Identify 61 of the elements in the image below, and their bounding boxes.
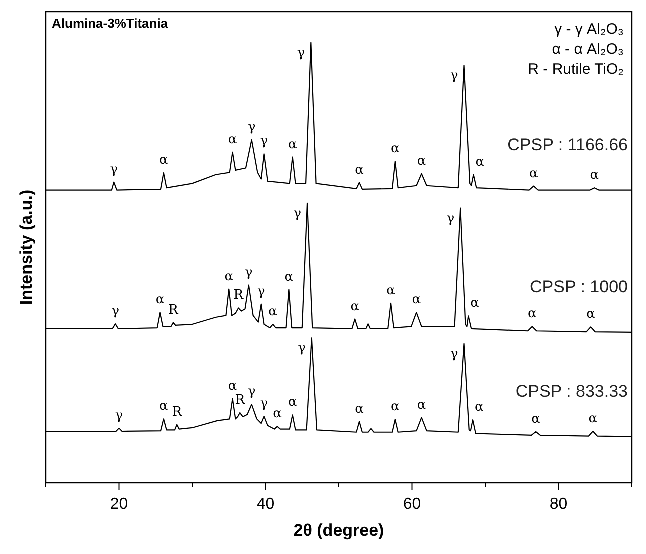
annotation: α (588, 412, 598, 426)
annotation: R (172, 404, 184, 420)
x-tick-label: 80 (550, 496, 568, 513)
annotation: α (160, 153, 169, 168)
x-tick-label: 60 (403, 496, 422, 513)
x-axis-title: 2θ (degree) (294, 521, 384, 540)
annotation: α (417, 154, 426, 169)
x-tick-label: 20 (110, 496, 128, 513)
annotation: α (160, 399, 169, 414)
annotation: α (586, 307, 596, 322)
annotation: α (470, 296, 480, 312)
text: γ - γ Al₂O₃ (554, 21, 624, 38)
annotation: α (273, 406, 282, 422)
annotation: α (355, 162, 364, 178)
y-axis-title: Intensity (a.u.) (17, 190, 36, 306)
chart-title: Alumina-3%Titania (52, 16, 169, 31)
annotation: γ (446, 211, 455, 226)
annotation: α (386, 283, 396, 298)
annotation: α (268, 304, 278, 320)
annotation: γ (248, 120, 256, 136)
text: CPSP : 833.33 (516, 382, 628, 401)
annotation: R - Rutile TiO₂ (528, 61, 624, 78)
annotation: α (288, 137, 298, 152)
annotation: α (476, 154, 485, 170)
annotation: α (224, 269, 234, 284)
annotation: α (156, 292, 165, 308)
annotation: α (284, 270, 294, 285)
annotation: R (234, 288, 245, 304)
annotation: γ (298, 341, 306, 356)
annotation: γ (260, 396, 268, 412)
series-label: CPSP : 1000 (530, 277, 628, 296)
annotation: γ (257, 284, 266, 300)
annotation: α (391, 400, 400, 415)
annotation: γ (110, 162, 118, 178)
annotation: α - α Al₂O₃ (552, 41, 624, 58)
annotation: α (288, 395, 298, 410)
annotation: α (475, 400, 484, 416)
annotation: α (355, 402, 364, 417)
annotation: α (532, 412, 541, 427)
annotation: α (590, 168, 600, 184)
annotation: γ (115, 408, 124, 424)
annotation: α (529, 166, 538, 182)
annotation: α (391, 142, 400, 157)
annotation: α (228, 378, 238, 394)
text: CPSP : 1166.66 (508, 135, 628, 154)
annotation: γ (248, 384, 256, 400)
annotation: α (528, 306, 537, 322)
annotation: γ (245, 265, 254, 280)
annotation: γ (294, 206, 302, 222)
annotation: γ (450, 68, 458, 84)
annotation: γ (112, 304, 120, 320)
annotation: α (417, 398, 426, 413)
annotation: α (412, 292, 422, 308)
x-tick-label: 40 (256, 496, 275, 513)
annotation: R (168, 302, 180, 318)
annotation: γ (450, 346, 458, 362)
annotation: γ (297, 46, 306, 61)
annotation: α (350, 299, 360, 314)
annotation: γ (260, 134, 268, 150)
annotation: R (235, 393, 246, 408)
annotation: α (228, 132, 238, 148)
